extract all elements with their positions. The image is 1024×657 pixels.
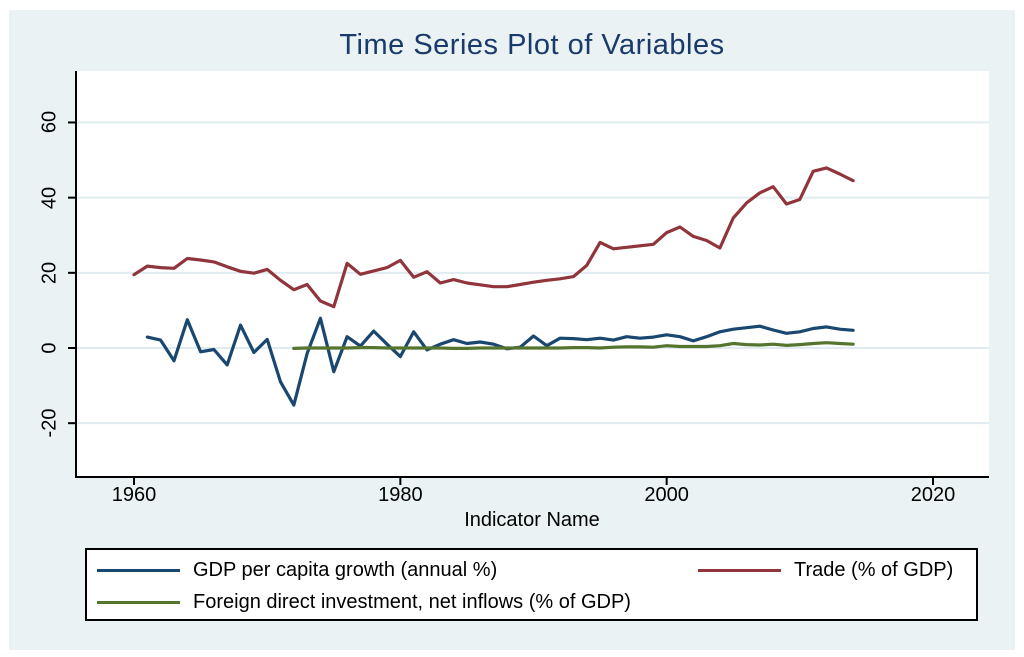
plot-rect xyxy=(76,71,989,477)
y-tick-label-40: 40 xyxy=(38,186,61,209)
y-tick-label-0: 0 xyxy=(38,342,61,354)
chart-title: Time Series Plot of Variables xyxy=(339,29,725,61)
gdp-growth-line-swatch xyxy=(97,568,180,572)
y-tick-label--20: -20 xyxy=(38,408,61,438)
x-tick-label-1980: 1980 xyxy=(378,484,423,506)
x-axis-title: Indicator Name xyxy=(464,509,600,531)
legend-label-fdi: Foreign direct investment, net inflows (… xyxy=(193,590,631,613)
legend-entry-fdi: Foreign direct investment, net inflows (… xyxy=(97,590,631,614)
legend: GDP per capita growth (annual %) Trade (… xyxy=(85,548,978,621)
legend-entry-gdp-growth: GDP per capita growth (annual %) xyxy=(97,558,497,582)
y-tick-label-60: 60 xyxy=(38,111,61,134)
series-line-1 xyxy=(132,166,855,309)
x-tick-label-2020: 2020 xyxy=(910,484,956,506)
legend-label-trade: Trade (% of GDP) xyxy=(794,558,954,581)
x-tick-label-2000: 2000 xyxy=(644,484,689,506)
fdi-line-swatch xyxy=(97,600,180,604)
trade-line-swatch xyxy=(698,568,781,572)
legend-entry-trade: Trade (% of GDP) xyxy=(698,558,953,582)
x-tick-label-1960: 1960 xyxy=(111,484,157,506)
legend-label-gdp-growth: GDP per capita growth (annual %) xyxy=(193,558,498,581)
series-line-2 xyxy=(292,341,855,350)
y-tick-label-20: 20 xyxy=(38,261,61,284)
